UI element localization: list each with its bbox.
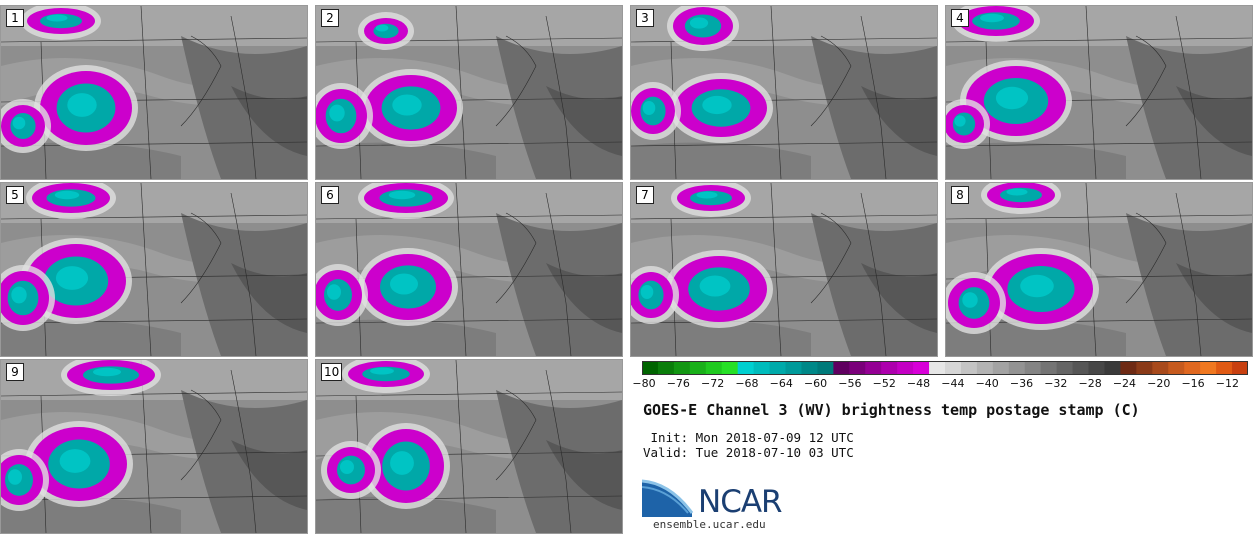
- colorbar-swatch: [1104, 361, 1121, 375]
- member-panel: 1: [0, 5, 308, 180]
- colorbar-tick-label: −80: [632, 377, 656, 390]
- colorbar-swatch: [689, 361, 707, 375]
- colorbar-tick-label: −16: [1181, 377, 1205, 390]
- colorbar-swatch: [721, 361, 739, 375]
- colorbar-swatch: [1008, 361, 1026, 375]
- panel-number: 1: [6, 9, 24, 27]
- figure-title: GOES-E Channel 3 (WV) brightness temp po…: [643, 401, 1140, 419]
- colorbar-swatch: [1200, 361, 1217, 375]
- colorbar-swatch: [705, 361, 723, 375]
- satellite-map-image: [316, 183, 622, 356]
- panel-number: 2: [321, 9, 339, 27]
- satellite-map-image: [946, 183, 1252, 356]
- colorbar-swatch: [929, 361, 946, 375]
- colorbar-tick-label: −32: [1044, 377, 1068, 390]
- init-time: Init: Mon 2018-07-09 12 UTC: [643, 430, 854, 445]
- colorbar-swatch: [833, 361, 850, 375]
- colorbar-swatch: [1232, 361, 1248, 375]
- colorbar-swatch: [673, 361, 691, 375]
- panel-number: 6: [321, 186, 339, 204]
- colorbar-swatch: [801, 361, 818, 375]
- member-panel: 8: [945, 182, 1253, 357]
- colorbar-swatch: [642, 361, 659, 375]
- colorbar-tick-label: −36: [1009, 377, 1034, 390]
- colorbar-swatch: [1024, 361, 1042, 375]
- satellite-map-image: [946, 6, 1252, 179]
- colorbar-tick-label: −48: [906, 377, 931, 390]
- panel-number: 7: [636, 186, 654, 204]
- satellite-map-image: [1, 183, 307, 356]
- colorbar-tick-label: −44: [941, 377, 965, 390]
- colorbar-tick-label: −68: [735, 377, 759, 390]
- colorbar-swatch: [657, 361, 675, 375]
- colorbar-swatch: [976, 361, 994, 375]
- colorbar-swatch: [1136, 361, 1153, 375]
- colorbar-tick-label: −60: [803, 377, 828, 390]
- colorbar-swatch: [1056, 361, 1074, 375]
- member-panel: 4: [945, 5, 1253, 180]
- colorbar-tick-label: −28: [1078, 377, 1102, 390]
- colorbar-tick-label: −64: [769, 377, 793, 390]
- colorbar-tick-label: −72: [701, 377, 725, 390]
- member-panel: 7: [630, 182, 938, 357]
- valid-time: Valid: Tue 2018-07-10 03 UTC: [643, 445, 854, 460]
- satellite-map-image: [316, 360, 622, 533]
- colorbar-swatch: [960, 361, 978, 375]
- colorbar-tick-labels: −80 −76 −72 −68 −64 −60 −56 −52 −48 −44 −40 −36 −32−…: [632, 377, 1252, 393]
- colorbar-swatch: [913, 361, 930, 375]
- colorbar-swatches: [642, 361, 1248, 375]
- website-url: ensemble.ucar.edu: [653, 518, 766, 531]
- logo-wordmark: NCAR: [698, 484, 783, 520]
- panel-number: 9: [6, 363, 24, 381]
- colorbar-swatch: [849, 361, 866, 375]
- colorbar-tick-label: −76: [666, 377, 690, 390]
- colorbar-swatch: [1216, 361, 1233, 375]
- member-panel: 5: [0, 182, 308, 357]
- colorbar-swatch: [1168, 361, 1185, 375]
- panel-number: 5: [6, 186, 24, 204]
- satellite-map-image: [631, 6, 937, 179]
- colorbar-tick-label: −40: [975, 377, 999, 390]
- colorbar-tick-label: −56: [838, 377, 862, 390]
- colorbar-swatch: [945, 361, 962, 375]
- colorbar-tick-label: −12: [1215, 377, 1240, 390]
- colorbar-swatch: [992, 361, 1010, 375]
- satellite-map-image: [1, 6, 307, 179]
- colorbar-swatch: [817, 361, 834, 375]
- member-panel: 9: [0, 359, 308, 534]
- colorbar-swatch: [865, 361, 882, 375]
- satellite-map-image: [1, 360, 307, 533]
- colorbar-swatch: [1088, 361, 1105, 375]
- colorbar-swatch: [1072, 361, 1090, 375]
- colorbar-swatch: [737, 361, 755, 375]
- panel-number: 10: [321, 363, 343, 381]
- member-panel: 3: [630, 5, 938, 180]
- satellite-map-image: [631, 183, 937, 356]
- colorbar-swatch: [881, 361, 898, 375]
- colorbar-swatch: [769, 361, 787, 375]
- colorbar-swatch: [1040, 361, 1058, 375]
- colorbar-swatch: [1184, 361, 1201, 375]
- panel-number: 3: [636, 9, 654, 27]
- colorbar-swatch: [1120, 361, 1137, 375]
- ncar-logo-icon: [642, 479, 694, 517]
- colorbar-tick-label: −52: [872, 377, 896, 390]
- member-panel: 10: [315, 359, 623, 534]
- panel-number: 8: [951, 186, 969, 204]
- colorbar-tick-label: −20: [1147, 377, 1171, 390]
- colorbar-swatch: [785, 361, 802, 375]
- satellite-map-image: [316, 6, 622, 179]
- member-panel: 2: [315, 5, 623, 180]
- colorbar-tick-label: −24: [1112, 377, 1137, 390]
- colorbar-swatch: [753, 361, 771, 375]
- colorbar-swatch: [1152, 361, 1169, 375]
- colorbar-swatch: [897, 361, 914, 375]
- member-panel: 6: [315, 182, 623, 357]
- panel-number: 4: [951, 9, 969, 27]
- colorbar: −80 −76 −72 −68 −64 −60 −56 −52 −48 −44 −40 −36 −32−…: [632, 361, 1252, 393]
